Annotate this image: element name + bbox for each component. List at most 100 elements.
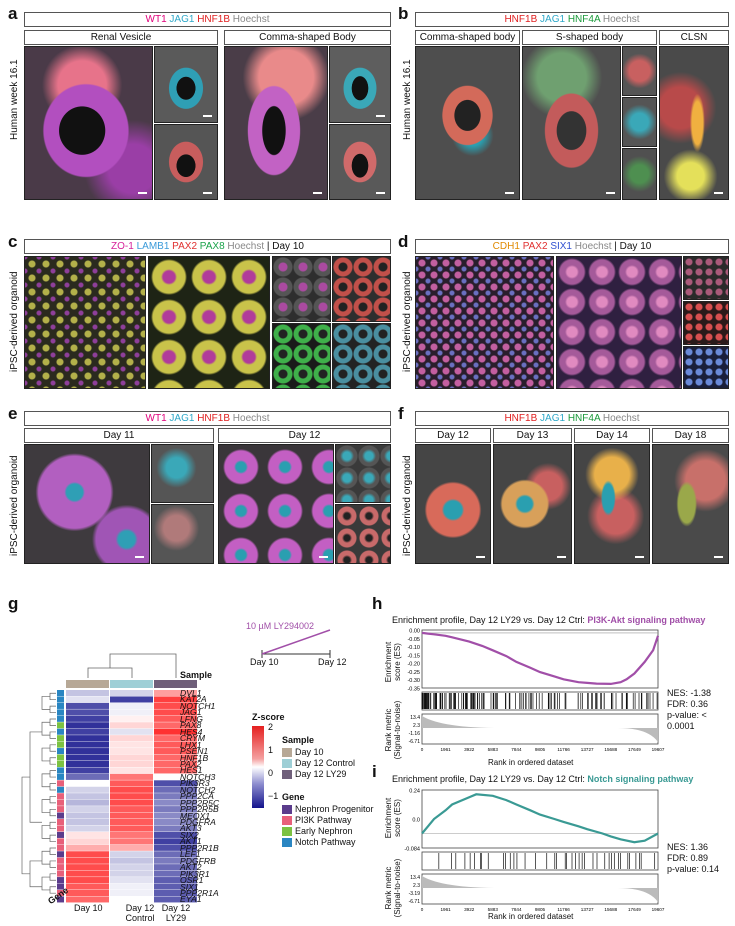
sample-annotation-cell — [154, 680, 197, 688]
sample-row-label: Sample — [180, 670, 213, 680]
row-dendrogram-link — [29, 860, 42, 888]
micrograph-renal-vesicle-inset-2 — [154, 124, 218, 200]
legend-label: Early Nephron — [295, 826, 353, 836]
legend-label: PI3K Pathway — [295, 815, 352, 825]
stain-label: HNF1B — [197, 14, 230, 25]
micrograph-e-day12 — [218, 444, 334, 564]
gene-group-cell — [57, 760, 64, 767]
heatmap-cell — [110, 819, 153, 826]
row-dendrogram-link — [49, 731, 56, 739]
x-tick-label: 1961 — [440, 747, 451, 752]
heatmap-cell — [154, 715, 197, 722]
heatmap-cell — [154, 812, 197, 819]
micrograph-comma-inset-1 — [329, 46, 391, 123]
heatmap-cell — [110, 799, 153, 806]
legend-swatch — [282, 770, 292, 780]
heatmap-cell — [110, 864, 153, 871]
es-tick-label: -0.084 — [404, 847, 420, 853]
scale-bar — [313, 192, 322, 194]
heatmap-cell — [110, 786, 153, 793]
micrograph-renal-vesicle — [24, 46, 153, 200]
heatmap-cell — [154, 844, 197, 851]
gsea-i-stats: NES: 1.36 FDR: 0.89 p-value: 0.14 — [667, 842, 719, 875]
row-dendrogram-link — [41, 696, 50, 710]
row-dendrogram-link — [49, 692, 56, 701]
row-dendrogram-link — [49, 834, 56, 842]
gene-group-cell — [57, 709, 64, 716]
stain-label: JAG1 — [169, 14, 195, 25]
scale-bar — [138, 192, 147, 194]
legend-swatch — [282, 838, 292, 848]
gene-label: HNF1B — [180, 752, 209, 763]
heatmap-cell — [110, 722, 153, 729]
gene-group-cell — [57, 844, 64, 851]
treatment-label: 10 µM LY294002 — [246, 621, 315, 631]
legend-label: Nephron Progenitor — [295, 804, 374, 814]
legend-swatch — [282, 748, 292, 758]
micrograph-b-clsn — [659, 46, 729, 200]
panel-b-subtitle-s-shaped: S-shaped body — [522, 30, 657, 45]
micrograph-e-day12-inset-1 — [335, 444, 391, 503]
gene-label: LEF1 — [180, 849, 201, 860]
column-label-day10: Day 10 — [74, 903, 103, 913]
scale-bar — [376, 115, 385, 117]
rank-metric-area — [422, 876, 658, 902]
gene-label: PPP2R5B — [180, 804, 219, 815]
scale-bar — [714, 192, 723, 194]
zscore-color-bar — [252, 726, 264, 808]
stain-label: Hoechst — [232, 413, 270, 424]
heatmap-cell — [110, 715, 153, 722]
heatmap-cell — [110, 889, 153, 896]
heatmap-cell — [66, 780, 109, 787]
gene-label: PPP2R1A — [180, 887, 219, 898]
micrograph-e-day11-inset-1 — [151, 444, 214, 503]
stain-label: SIX1 — [550, 241, 572, 252]
x-tick-label: 13727 — [581, 907, 594, 912]
sample-annotation-cell — [66, 680, 109, 688]
heatmap-cell — [66, 773, 109, 780]
panel-b-stain-legend: HNF1B JAG1 HNF4A Hoechst — [415, 12, 729, 27]
row-dendrogram — [21, 692, 56, 894]
gene-label: LFNG — [180, 713, 203, 724]
heatmap-cell — [110, 735, 153, 742]
heatmap-cell — [110, 696, 153, 703]
scale-bar — [606, 192, 615, 194]
stain-label: PAX8 — [199, 241, 225, 252]
gene-group-cell — [57, 715, 64, 722]
panel-b-side-label: Human week 16.1 — [402, 59, 413, 140]
timeline-start-label: Day 10 — [250, 657, 279, 667]
es-tick-label: -0.20 — [407, 662, 420, 668]
gsea-stat-fdr: FDR: 0.36 — [667, 699, 709, 709]
gsea-h-es-label: Enrichment score (ES) — [384, 641, 402, 683]
gene-label: SIX1 — [180, 881, 199, 892]
x-tick-label: 19607 — [652, 747, 665, 752]
gsea-stat-nes: NES: 1.36 — [667, 842, 709, 852]
heatmap-cell — [66, 864, 109, 871]
x-tick-label: 3922 — [464, 907, 475, 912]
panel-a-side-label: Human week 16.1 — [9, 59, 20, 140]
panel-e-subtitle-day12: Day 12 — [218, 428, 391, 443]
gsea-i-title: Enrichment profile, Day 12 LY29 vs. Day … — [392, 774, 693, 784]
column-dendrogram — [87, 667, 133, 678]
es-tick-label: -0.05 — [407, 637, 420, 643]
heatmap-cell — [66, 715, 109, 722]
x-tick-label: 11766 — [557, 907, 570, 912]
gene-label: KAT2A — [180, 694, 207, 705]
stain-label: JAG1 — [169, 413, 195, 424]
es-tick-label: -0.15 — [407, 653, 420, 659]
micrograph-b-s-inset-3 — [622, 148, 657, 200]
heatmap-cell — [110, 773, 153, 780]
gsea-title-prefix: Enrichment profile, Day 12 LY29 vs. Day … — [392, 774, 588, 784]
heatmap-cell — [66, 709, 109, 716]
es-tick-label: 0.00 — [409, 629, 420, 635]
heatmap-cell — [154, 896, 197, 903]
gene-legend-item: Nephron Progenitor — [282, 804, 374, 815]
x-tick-label: 17649 — [628, 907, 641, 912]
gene-label: NOTCH2 — [180, 784, 216, 795]
es-tick-label: -0.35 — [407, 687, 420, 693]
gene-group-cell — [57, 825, 64, 832]
gene-label: NOTCH1 — [180, 700, 216, 711]
heatmap-cell — [66, 877, 109, 884]
column-label-line: Day 12 — [125, 903, 155, 913]
heatmap-cell — [154, 831, 197, 838]
